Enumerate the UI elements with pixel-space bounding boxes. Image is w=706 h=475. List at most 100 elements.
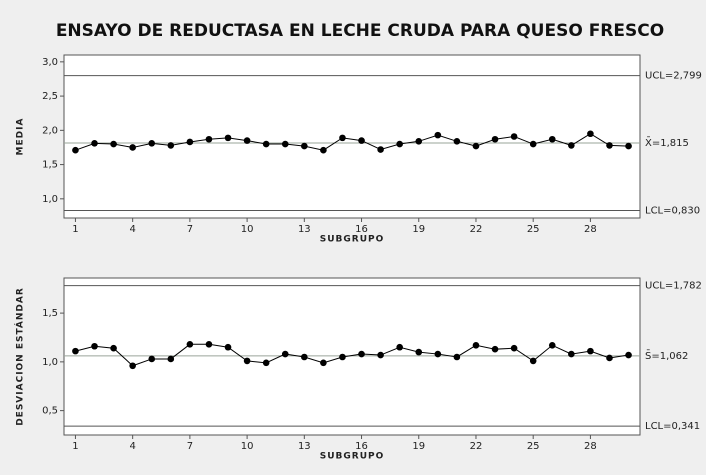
data-point: [320, 359, 327, 367]
data-point: [510, 133, 518, 140]
data-point: [339, 134, 346, 142]
data-point: [186, 138, 194, 146]
x-tick-label: 4: [129, 441, 135, 452]
control-limit-label: LCL=0,830: [645, 205, 700, 216]
data-point: [110, 140, 117, 148]
x-tick-label: 10: [241, 441, 254, 452]
data-point: [606, 142, 613, 149]
x-tick-label: 13: [298, 224, 311, 235]
x-tick-label: 25: [527, 441, 540, 452]
data-point: [186, 341, 194, 348]
x-tick-label: 22: [470, 441, 483, 452]
x-axis-label: SUBGRUPO: [320, 452, 385, 462]
x-tick-label: 16: [355, 441, 368, 452]
data-point: [415, 137, 423, 145]
control-limit-label: S̄=1,062: [645, 349, 688, 362]
x-tick-label: 19: [412, 441, 425, 452]
data-point: [148, 140, 156, 147]
y-axis-label: MEDIA: [16, 118, 26, 156]
y-tick-label: 1,0: [42, 357, 58, 368]
control-limit-label: LCL=0,341: [645, 421, 700, 432]
x-tick-label: 16: [355, 224, 368, 235]
x-tick-label: 19: [412, 224, 425, 235]
y-tick-label: 2,0: [42, 125, 58, 136]
data-point: [568, 350, 575, 358]
data-point: [606, 354, 613, 362]
plot-area: [63, 54, 641, 219]
data-point: [167, 142, 175, 149]
control-limit-label: UCL=2,799: [645, 71, 702, 82]
data-point: [91, 140, 98, 147]
data-point: [339, 353, 346, 361]
x-tick-label: 7: [187, 224, 193, 235]
data-point: [625, 142, 632, 150]
x-tick-label: 10: [241, 224, 254, 235]
data-point: [72, 347, 79, 355]
data-point: [491, 345, 499, 353]
data-point: [224, 134, 232, 142]
x-tick-label: 1: [72, 224, 78, 235]
y-axis-label: DESVIACION ESTÁNDAR: [14, 287, 26, 426]
data-point: [396, 140, 403, 148]
data-point: [243, 137, 251, 144]
data-point: [377, 351, 384, 359]
data-point: [548, 341, 556, 349]
data-point: [301, 142, 308, 150]
y-tick-label: 0,5: [42, 406, 58, 417]
plot-area: [63, 277, 641, 436]
data-point: [529, 357, 537, 365]
data-point: [434, 131, 442, 139]
x-axis-label: SUBGRUPO: [320, 235, 385, 245]
data-point: [491, 135, 499, 143]
data-point: [148, 355, 156, 363]
data-point: [129, 362, 136, 370]
x-tick-label: 13: [298, 441, 311, 452]
data-point: [625, 351, 632, 359]
x-tick-label: 22: [470, 224, 483, 235]
control-limit-label: UCL=1,782: [645, 281, 702, 292]
data-point: [377, 146, 384, 153]
data-point: [358, 137, 365, 144]
data-point: [453, 137, 461, 145]
data-point: [587, 130, 594, 138]
data-point: [224, 343, 232, 351]
data-point: [510, 344, 518, 352]
y-tick-label: 1,0: [42, 194, 58, 205]
y-tick-label: 2,5: [42, 91, 58, 102]
data-point: [568, 142, 575, 149]
data-point: [415, 348, 423, 356]
data-point: [167, 355, 175, 363]
data-point: [453, 353, 461, 361]
x-tick-label: 4: [129, 224, 135, 235]
data-point: [129, 144, 136, 151]
data-point: [434, 350, 442, 358]
x-tick-label: 1: [72, 441, 78, 452]
data-point: [91, 342, 98, 350]
data-point: [262, 140, 270, 148]
data-point: [301, 353, 308, 361]
data-point: [243, 357, 251, 365]
data-point: [548, 135, 556, 143]
data-point: [358, 350, 365, 358]
data-point: [529, 140, 537, 148]
data-point: [205, 341, 213, 348]
data-point: [110, 344, 117, 352]
chart-title: ENSAYO DE REDUCTASA EN LECHE CRUDA PARA …: [56, 21, 664, 41]
data-point: [472, 142, 480, 150]
y-tick-label: 1,5: [42, 160, 58, 171]
data-point: [205, 135, 213, 143]
x-tick-label: 7: [187, 441, 193, 452]
data-point: [281, 350, 289, 358]
data-point: [320, 146, 327, 154]
y-tick-label: 3,0: [42, 57, 58, 68]
data-point: [587, 347, 594, 355]
x-tick-label: 28: [584, 224, 597, 235]
y-tick-label: 1,5: [42, 308, 58, 319]
data-point: [396, 343, 403, 351]
data-point: [281, 140, 289, 148]
data-point: [262, 359, 270, 367]
control-limit-label: X̄=1,815: [645, 136, 689, 149]
x-tick-label: 28: [584, 441, 597, 452]
data-point: [472, 341, 480, 349]
